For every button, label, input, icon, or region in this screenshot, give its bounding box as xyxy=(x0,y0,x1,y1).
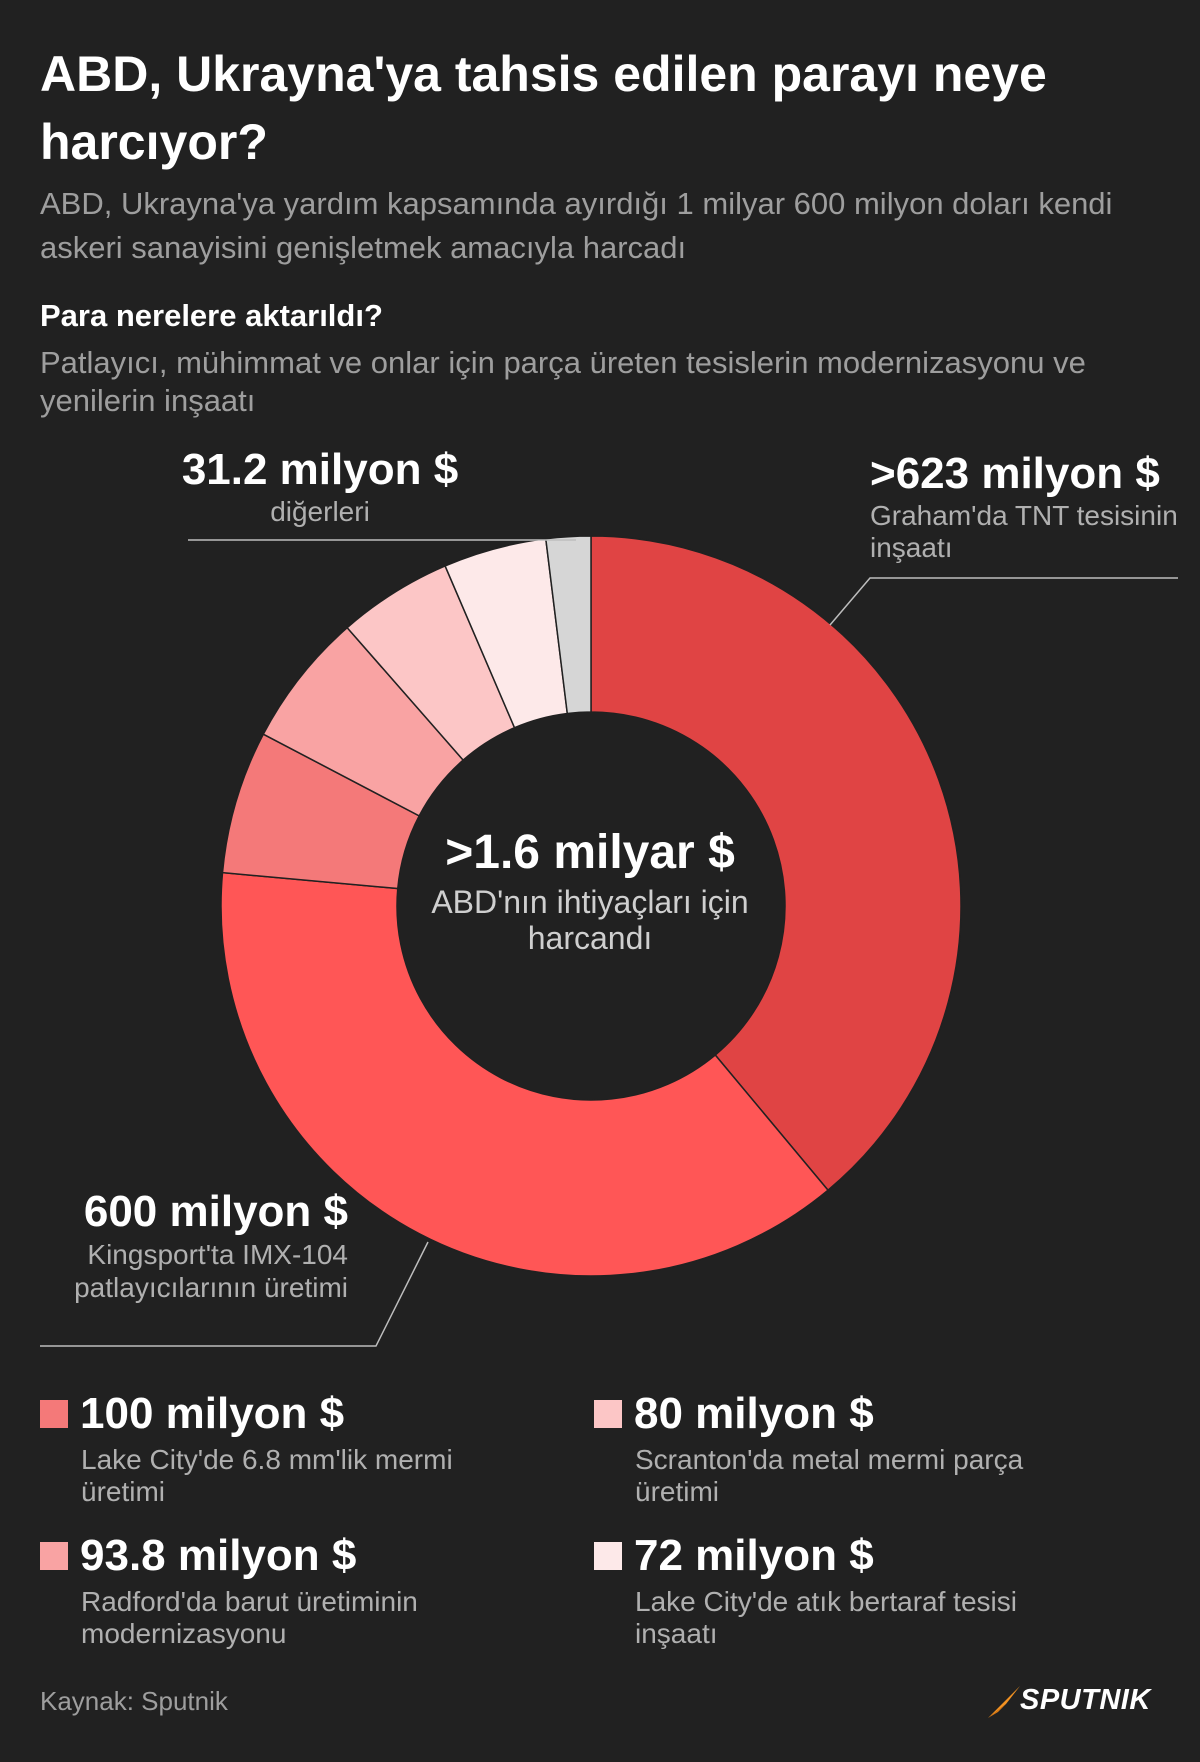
brand-name: SPUTNIK xyxy=(1020,1684,1151,1716)
sputnik-logo-icon xyxy=(988,1686,1020,1718)
callout-kingsport-value: 600 milyon $ xyxy=(83,1187,348,1236)
page-title: ABD, Ukrayna'ya tahsis edilen parayı ney… xyxy=(40,46,1047,170)
donut-slices xyxy=(220,535,962,1277)
total-label: ABD'nın ihtiyaçları için harcandı xyxy=(431,884,749,956)
legend-label: Lake City'de 6.8 mm'lik mermi üretimi xyxy=(81,1444,453,1507)
total-value: >1.6 milyar $ xyxy=(445,826,735,879)
legend-swatch xyxy=(40,1542,68,1570)
source-note: Kaynak: Sputnik xyxy=(40,1686,228,1716)
leader-line-kingsport xyxy=(40,1241,429,1347)
legend-label: Scranton'da metal mermi parça üretimi xyxy=(635,1444,1024,1507)
page-subtitle: ABD, Ukrayna'ya yardım kapsamında ayırdı… xyxy=(40,186,1113,265)
legend-swatch xyxy=(40,1400,68,1428)
legend-item: 72 milyon $ Lake City'de atık bertaraf t… xyxy=(594,1530,1074,1650)
legend-value: 100 milyon $ xyxy=(80,1389,345,1438)
legend-value: 72 milyon $ xyxy=(634,1531,874,1580)
donut-hole xyxy=(397,712,785,1100)
callout-others-label: diğerleri xyxy=(270,496,370,527)
callout-leader-lines xyxy=(40,539,1178,1347)
legend-value: 93.8 milyon $ xyxy=(80,1531,357,1580)
legend-item: 93.8 milyon $ Radford'da barut üretimini… xyxy=(40,1530,520,1650)
legend-label: Radford'da barut üretiminin modernizasyo… xyxy=(81,1586,418,1649)
callout-kingsport: 600 milyon $ Kingsport'ta IMX-104 patlay… xyxy=(30,1186,348,1304)
callout-others: 31.2 milyon $ diğerleri xyxy=(160,444,480,528)
legend-item: 100 milyon $ Lake City'de 6.8 mm'lik mer… xyxy=(40,1388,520,1508)
section-heading: Para nerelere aktarıldı? xyxy=(40,298,383,333)
legend-value: 80 milyon $ xyxy=(634,1389,874,1438)
legend-swatch xyxy=(594,1542,622,1570)
callout-graham-label: Graham'da TNT tesisinin inşaatı xyxy=(870,500,1178,563)
legend-swatch xyxy=(594,1400,622,1428)
callout-others-value: 31.2 milyon $ xyxy=(181,445,459,494)
callout-graham: >623 milyon $ Graham'da TNT tesisinin in… xyxy=(870,448,1190,564)
legend-item: 80 milyon $ Scranton'da metal mermi parç… xyxy=(594,1388,1074,1508)
section-description: Patlayıcı, mühimmat ve onlar için parça … xyxy=(40,345,1086,418)
donut-center-summary: >1.6 milyar $ ABD'nın ihtiyaçları için h… xyxy=(400,822,780,956)
callout-kingsport-label: Kingsport'ta IMX-104 patlayıcılarının ür… xyxy=(74,1239,348,1303)
legend-label: Lake City'de atık bertaraf tesisi inşaat… xyxy=(635,1586,1017,1649)
callout-graham-value: >623 milyon $ xyxy=(870,449,1160,498)
leader-line-graham xyxy=(829,577,1178,626)
